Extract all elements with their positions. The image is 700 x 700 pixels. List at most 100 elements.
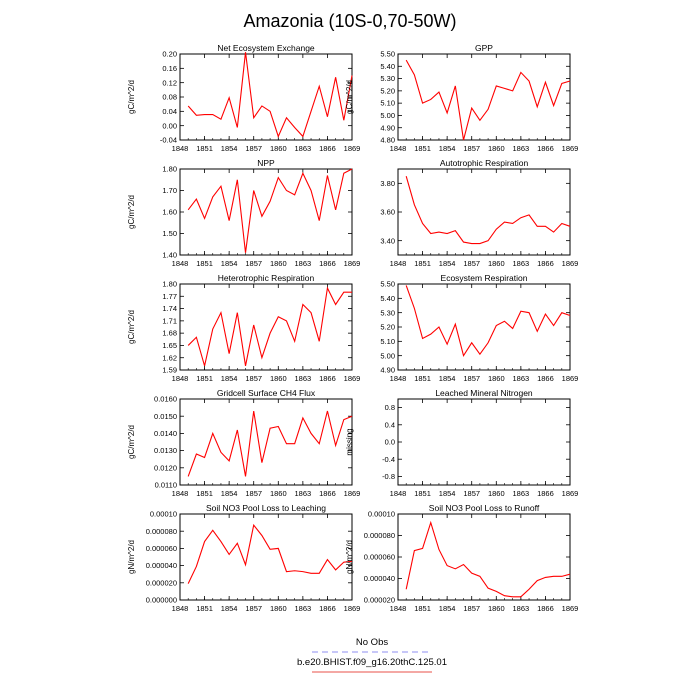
plot-frame xyxy=(179,398,353,486)
x-tick-label: 1857 xyxy=(245,604,262,613)
x-tick-label: 1866 xyxy=(537,604,554,613)
x-tick-label: 1851 xyxy=(414,374,431,383)
y-tick-label: 1.77 xyxy=(162,292,177,301)
x-tick-label: 1848 xyxy=(172,604,189,613)
x-tick-label: 1866 xyxy=(537,489,554,498)
y-tick-label: 1.60 xyxy=(162,208,177,217)
x-tick-label: 1863 xyxy=(513,604,530,613)
panel-title: NPP xyxy=(257,158,275,168)
y-tick-label: 0.0140 xyxy=(154,429,177,438)
x-tick-label: 1869 xyxy=(562,259,579,268)
x-tick-label: 1863 xyxy=(295,144,312,153)
y-tick-label: 3.60 xyxy=(380,208,395,217)
y-tick-label: 0.0120 xyxy=(154,463,177,472)
series-line xyxy=(405,520,571,598)
plot-frame xyxy=(179,513,353,601)
x-tick-label: 1866 xyxy=(319,374,336,383)
panel-5: Ecosystem Respiration 1848 1851 1854 1857 186… xyxy=(380,273,578,383)
y-tick-label: 1.50 xyxy=(162,229,177,238)
y-axis-label: gC/m^2/d xyxy=(345,80,354,114)
x-tick-label: 1848 xyxy=(390,374,407,383)
x-tick-label: 1848 xyxy=(390,259,407,268)
x-tick-label: 1866 xyxy=(319,259,336,268)
x-tick-label: 1869 xyxy=(344,604,361,613)
panels: Net Ecosystem Exchange 1848 1851 1854 1857 18… xyxy=(127,43,578,613)
y-tick-label: 5.00 xyxy=(380,111,395,120)
y-tick-label: -0.4 xyxy=(382,455,395,464)
x-tick-label: 1851 xyxy=(196,144,213,153)
y-axis-label: gC/m^2/d xyxy=(127,310,136,344)
x-tick-label: 1866 xyxy=(319,489,336,498)
x-tick-label: 1857 xyxy=(245,144,262,153)
series-line xyxy=(405,285,571,358)
panel-3: Autotrophic Respiration 1848 1851 1854 1857 1… xyxy=(380,158,578,268)
y-tick-label: 0.00010 xyxy=(150,510,177,519)
panel-title: Soil NO3 Pool Loss to Leaching xyxy=(206,503,326,513)
y-tick-label: 0.0160 xyxy=(154,395,177,404)
y-tick-label: 3.80 xyxy=(380,179,395,188)
x-tick-label: 1854 xyxy=(221,144,238,153)
x-tick-label: 1860 xyxy=(488,374,505,383)
y-tick-label: 5.20 xyxy=(380,323,395,332)
y-tick-label: 1.68 xyxy=(162,329,177,338)
x-tick-label: 1854 xyxy=(439,604,456,613)
x-tick-label: 1863 xyxy=(513,374,530,383)
y-tick-label: 0.08 xyxy=(162,93,177,102)
y-tick-label: 0.000040 xyxy=(364,574,395,583)
y-tick-label: 0.000060 xyxy=(364,553,395,562)
x-tick-label: 1863 xyxy=(513,144,530,153)
y-tick-label: 0.4 xyxy=(385,420,395,429)
x-tick-label: 1851 xyxy=(414,259,431,268)
panel-title: Heterotrophic Respiration xyxy=(218,273,315,283)
x-tick-label: 1851 xyxy=(414,144,431,153)
x-tick-label: 1854 xyxy=(221,259,238,268)
y-tick-label: 0.16 xyxy=(162,64,177,73)
y-tick-label: 5.40 xyxy=(380,62,395,71)
x-tick-label: 1866 xyxy=(537,144,554,153)
panel-2: NPP 1848 1851 1854 1857 1860 1863 1866 1869 1.40 1… xyxy=(127,158,360,268)
x-tick-label: 1863 xyxy=(295,374,312,383)
x-tick-label: 1854 xyxy=(221,489,238,498)
y-tick-label: 0.000080 xyxy=(364,531,395,540)
y-tick-label: 0.000020 xyxy=(146,578,177,587)
y-tick-label: 5.20 xyxy=(380,86,395,95)
x-tick-label: 1851 xyxy=(196,604,213,613)
x-tick-label: 1860 xyxy=(488,144,505,153)
series-line xyxy=(405,59,571,141)
x-tick-label: 1860 xyxy=(488,604,505,613)
x-tick-label: 1860 xyxy=(270,489,287,498)
x-tick-label: 1860 xyxy=(270,374,287,383)
y-tick-label: 4.90 xyxy=(380,123,395,132)
x-tick-label: 1857 xyxy=(245,489,262,498)
y-tick-label: 1.65 xyxy=(162,341,177,350)
y-tick-label: 0.0130 xyxy=(154,446,177,455)
x-tick-label: 1854 xyxy=(439,489,456,498)
y-tick-label: -0.8 xyxy=(382,472,395,481)
series-line xyxy=(405,176,571,245)
x-tick-label: 1857 xyxy=(463,489,480,498)
panel-7: Leached Mineral Nitrogen 1848 1851 1854 1857… xyxy=(345,388,578,498)
panel-0: Net Ecosystem Exchange 1848 1851 1854 1857 18… xyxy=(127,43,360,153)
y-tick-label: 1.80 xyxy=(162,165,177,174)
series-line xyxy=(187,168,353,253)
y-axis-label: gN/m^2/d xyxy=(127,540,136,574)
x-tick-label: 1848 xyxy=(172,259,189,268)
plot-frame xyxy=(179,53,353,141)
x-tick-label: 1848 xyxy=(172,489,189,498)
x-tick-label: 1854 xyxy=(439,144,456,153)
x-tick-label: 1860 xyxy=(270,259,287,268)
y-tick-label: 5.50 xyxy=(380,280,395,289)
x-tick-label: 1857 xyxy=(245,259,262,268)
y-axis-label: gC/m^2/d xyxy=(127,80,136,114)
y-tick-label: 5.00 xyxy=(380,351,395,360)
x-tick-label: 1869 xyxy=(562,144,579,153)
y-tick-label: 0.0110 xyxy=(155,481,177,490)
x-tick-label: 1854 xyxy=(439,374,456,383)
y-tick-label: 1.74 xyxy=(162,304,177,313)
y-tick-label: 5.10 xyxy=(380,99,395,108)
y-tick-label: 1.59 xyxy=(162,366,177,375)
figure-title: Amazonia (10S-0,70-50W) xyxy=(243,11,456,31)
x-tick-label: 1854 xyxy=(439,259,456,268)
legend-label-obs: No Obs xyxy=(356,637,388,648)
x-tick-label: 1863 xyxy=(513,489,530,498)
